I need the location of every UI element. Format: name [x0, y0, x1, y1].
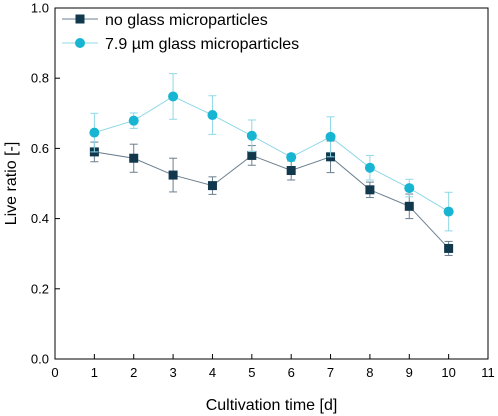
- y-tick-label-4: 0.8: [31, 71, 49, 86]
- x-tick-label-5: 5: [248, 365, 255, 380]
- data-point-0-9: [444, 243, 454, 253]
- legend-label-no-glass: no glass microparticles: [105, 12, 268, 29]
- data-point-1-0: [89, 127, 100, 138]
- x-tick-label-11: 11: [481, 365, 495, 380]
- data-point-1-6: [325, 131, 336, 142]
- legend: no glass microparticles 7.9 µm glass mic…: [62, 12, 299, 53]
- series-layer: [89, 73, 454, 256]
- data-point-1-5: [286, 152, 297, 163]
- series-1: [89, 73, 454, 232]
- legend-label-glass: 7.9 µm glass microparticles: [105, 36, 299, 53]
- data-point-0-7: [365, 185, 375, 195]
- x-tick-label-8: 8: [366, 365, 373, 380]
- plot-frame: [54, 7, 489, 360]
- y-tick-label-2: 0.4: [31, 211, 49, 226]
- data-point-1-7: [364, 162, 375, 173]
- x-tick-label-9: 9: [406, 365, 413, 380]
- x-axis-title: Cultivation time [d]: [206, 397, 338, 414]
- x-tick-label-3: 3: [169, 365, 176, 380]
- legend-marker-no-glass: [75, 14, 85, 24]
- data-point-1-8: [404, 183, 415, 194]
- y-tick-label-0: 0.0: [31, 352, 49, 367]
- data-point-0-2: [168, 170, 178, 180]
- x-tick-label-6: 6: [288, 365, 295, 380]
- series-line-1: [94, 95, 449, 213]
- data-point-0-5: [286, 166, 296, 176]
- x-tick-label-0: 0: [51, 365, 58, 380]
- x-axis-ticks: 0 1 2 3 4 5 6 7 8 9 10 11: [51, 354, 495, 380]
- series-0: [89, 140, 454, 256]
- legend-marker-glass: [75, 38, 85, 48]
- y-axis-ticks: 0.0 0.2 0.4 0.6 0.8 1.0: [31, 1, 60, 367]
- x-tick-label-4: 4: [209, 365, 216, 380]
- y-tick-label-3: 0.6: [31, 141, 49, 156]
- data-point-0-8: [404, 201, 414, 211]
- y-tick-label-1: 0.2: [31, 281, 49, 296]
- y-axis-title: Live ratio [-]: [3, 142, 20, 226]
- series-line-0: [94, 151, 450, 249]
- y-tick-label-5: 1.0: [31, 1, 49, 16]
- x-tick-label-10: 10: [441, 365, 455, 380]
- data-point-1-2: [168, 91, 179, 102]
- data-point-1-4: [246, 130, 257, 141]
- data-point-1-3: [207, 110, 218, 121]
- x-tick-label-2: 2: [130, 365, 137, 380]
- x-tick-label-7: 7: [327, 365, 334, 380]
- data-point-1-1: [128, 115, 139, 126]
- x-tick-label-1: 1: [91, 365, 98, 380]
- data-point-1-9: [443, 206, 454, 217]
- data-point-0-1: [129, 153, 139, 163]
- data-point-0-3: [207, 181, 217, 191]
- data-point-0-4: [247, 150, 257, 160]
